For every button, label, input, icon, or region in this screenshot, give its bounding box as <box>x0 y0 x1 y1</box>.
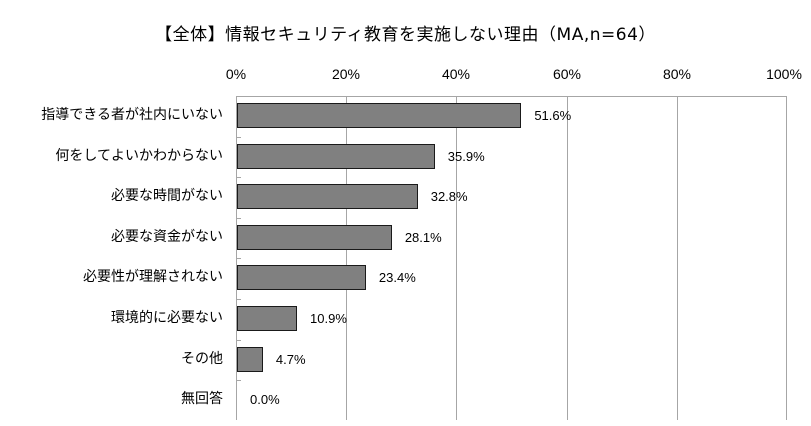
value-label: 32.8% <box>430 189 468 205</box>
value-label: 4.7% <box>275 351 306 367</box>
y-axis-tick <box>236 136 241 138</box>
y-axis-tick <box>236 339 241 341</box>
chart-title: 【全体】情報セキュリティ教育を実施しない理由（MA,n=64） <box>155 25 656 45</box>
category-label: 何をしてよいかわからない <box>55 147 223 164</box>
value-label: 51.6% <box>534 108 572 123</box>
bar <box>237 143 435 169</box>
category-label: 指導できる者が社内にいない <box>41 107 223 123</box>
bar <box>237 224 392 250</box>
bar <box>237 346 263 372</box>
x-tick-label: 100% <box>766 66 802 82</box>
y-axis-tick <box>236 217 241 219</box>
gridline-100 <box>786 96 787 420</box>
value-label: 10.9% <box>310 311 347 326</box>
category-label: 無回答 <box>181 391 223 408</box>
y-axis-line <box>236 96 237 420</box>
gridline-20 <box>346 96 347 420</box>
x-tick-label: 60% <box>552 66 582 82</box>
value-label: 35.9% <box>447 148 485 164</box>
plot-area <box>236 96 787 420</box>
x-tick-label: 20% <box>331 66 361 82</box>
value-label: 28.1% <box>404 229 442 245</box>
category-label: 必要性が理解されない <box>83 269 223 286</box>
category-label: 必要な資金がない <box>111 228 223 245</box>
category-label: 必要な時間がない <box>111 188 223 205</box>
x-tick-label: 0% <box>225 66 247 82</box>
x-tick-label: 80% <box>662 66 692 82</box>
x-tick-label: 40% <box>441 66 471 82</box>
value-label: 0.0% <box>250 392 280 408</box>
bar <box>237 265 366 291</box>
y-axis-tick <box>236 258 241 260</box>
bar <box>237 184 418 210</box>
bar <box>237 306 298 331</box>
y-axis-tick <box>236 177 241 179</box>
y-axis-tick <box>236 380 241 382</box>
value-label: 23.4% <box>378 270 416 286</box>
plot-top-border <box>236 96 787 97</box>
category-label: 環境的に必要ない <box>111 310 223 326</box>
category-label: その他 <box>181 350 223 367</box>
gridline-60 <box>567 96 568 420</box>
bar <box>237 103 522 128</box>
gridline-40 <box>456 96 457 420</box>
gridline-80 <box>677 96 678 420</box>
y-axis-tick <box>236 299 241 300</box>
